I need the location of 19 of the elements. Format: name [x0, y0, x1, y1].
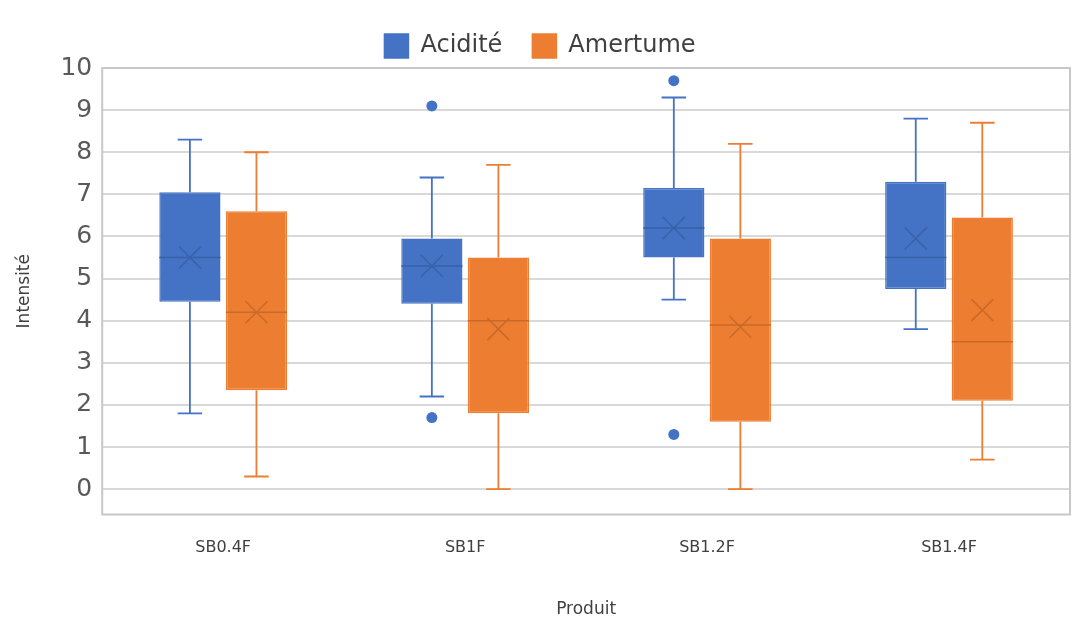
y-tick-label: 3 — [76, 346, 93, 376]
y-tick-label: 9 — [76, 93, 93, 123]
legend-label: Acidité — [420, 30, 503, 59]
y-tick-label: 0 — [76, 472, 93, 502]
y-tick-label: 10 — [60, 51, 93, 81]
y-tick-label: 5 — [76, 262, 93, 292]
legend-label: Amertume — [568, 30, 696, 59]
x-tick-label: SB1.4F — [921, 537, 977, 557]
y-axis-title: Intensité — [12, 254, 33, 329]
x-tick-label: SB1.2F — [679, 537, 735, 557]
y-tick-label: 4 — [76, 304, 93, 334]
y-tick-label: 6 — [76, 219, 93, 249]
x-axis-title: Produit — [556, 598, 617, 619]
y-tick-label: 1 — [76, 430, 93, 460]
y-tick-label: 8 — [76, 135, 93, 165]
y-tick-label: 2 — [76, 388, 93, 418]
y-tick-label: 7 — [76, 177, 93, 207]
x-tick-label: SB0.4F — [195, 537, 252, 557]
x-tick-label: SB1F — [444, 537, 486, 557]
